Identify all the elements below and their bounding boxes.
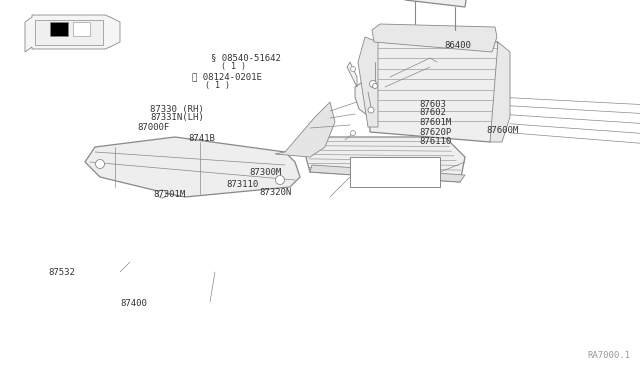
Ellipse shape	[351, 131, 355, 135]
Ellipse shape	[351, 67, 355, 71]
Polygon shape	[50, 22, 68, 36]
Text: 87301M: 87301M	[154, 190, 186, 199]
Text: 87603: 87603	[419, 100, 446, 109]
Polygon shape	[372, 24, 497, 52]
Text: Ⓑ 08124-0201E: Ⓑ 08124-0201E	[192, 73, 262, 81]
Polygon shape	[347, 62, 357, 87]
Text: 87532: 87532	[48, 268, 75, 277]
Text: 873110: 873110	[226, 180, 258, 189]
Ellipse shape	[55, 38, 65, 44]
Ellipse shape	[275, 176, 285, 185]
Polygon shape	[310, 165, 465, 182]
Polygon shape	[305, 137, 465, 182]
Text: RA7000.1: RA7000.1	[587, 351, 630, 360]
Ellipse shape	[95, 160, 104, 169]
Text: 87600M: 87600M	[486, 126, 518, 135]
Text: § 08540-51642: § 08540-51642	[211, 53, 281, 62]
Polygon shape	[355, 79, 381, 115]
Polygon shape	[275, 102, 335, 157]
Polygon shape	[85, 137, 300, 197]
Ellipse shape	[158, 190, 166, 198]
Text: 87400: 87400	[120, 299, 147, 308]
Polygon shape	[25, 15, 120, 52]
Text: 8741B: 8741B	[189, 134, 216, 143]
Polygon shape	[73, 22, 90, 36]
Text: 87320N: 87320N	[259, 188, 291, 197]
Ellipse shape	[372, 83, 378, 89]
Text: ( 1 ): ( 1 )	[221, 62, 246, 71]
Polygon shape	[490, 42, 510, 142]
Polygon shape	[368, 32, 500, 142]
Text: 87000F: 87000F	[138, 123, 170, 132]
Text: 8733IN(LH): 8733IN(LH)	[150, 113, 204, 122]
Text: 87601M: 87601M	[419, 118, 451, 126]
Ellipse shape	[369, 80, 376, 87]
Polygon shape	[35, 20, 103, 45]
Polygon shape	[358, 37, 378, 127]
Bar	[350, 157, 440, 187]
Text: 87602: 87602	[419, 108, 446, 117]
Text: 87300M: 87300M	[250, 169, 282, 177]
Text: 87330 (RH): 87330 (RH)	[150, 105, 204, 114]
Polygon shape	[405, 0, 468, 7]
Text: 87620P: 87620P	[419, 128, 451, 137]
Ellipse shape	[368, 107, 374, 113]
Text: 876110: 876110	[419, 137, 451, 146]
Text: 86400: 86400	[445, 41, 472, 50]
Text: ( 1 ): ( 1 )	[205, 81, 230, 90]
